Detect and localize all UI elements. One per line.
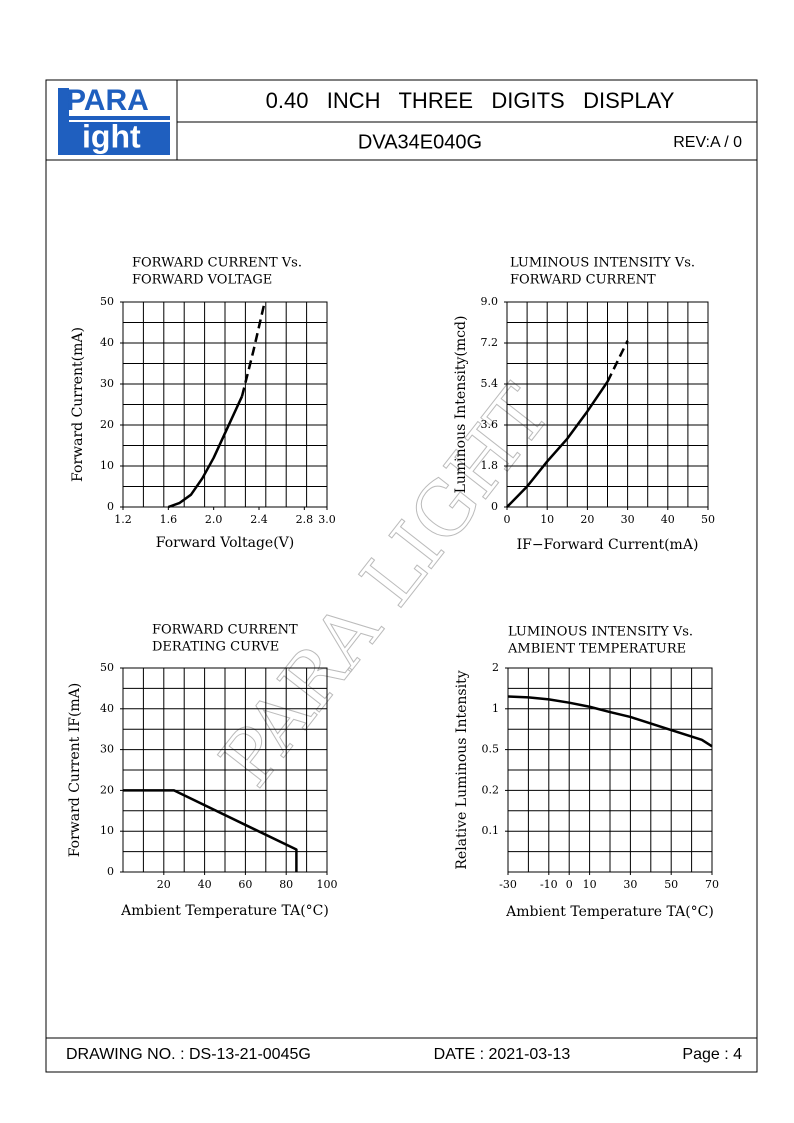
chart-title: LUMINOUS INTENSITY Vs. [510, 256, 695, 271]
x-tick-label: 30 [623, 878, 637, 891]
y-tick-label: 0 [107, 865, 114, 878]
x-tick-label: 70 [705, 878, 719, 891]
y-tick-label: 0.2 [482, 783, 500, 796]
doc-title: 0.40 INCH THREE DIGITS DISPLAY [266, 88, 675, 113]
x-tick-label: -10 [540, 878, 558, 891]
curve [240, 301, 266, 397]
y-tick-label: 50 [100, 661, 114, 674]
y-tick-label: 9.0 [481, 295, 499, 308]
x-axis-label: IF−Forward Current(mA) [517, 537, 699, 553]
logo-rule [69, 116, 170, 120]
y-axis-label: Forward Current IF(mA) [67, 683, 83, 858]
drawing-number: DRAWING NO. : DS-13-21-0045G [66, 1046, 311, 1063]
chart-title: LUMINOUS INTENSITY Vs. [508, 625, 693, 640]
chart-title: FORWARD VOLTAGE [132, 273, 272, 288]
y-axis-label: Luminous Intensity(mcd) [453, 316, 469, 494]
y-tick-label: 30 [100, 743, 114, 756]
curve [507, 695, 713, 748]
x-tick-label: 30 [621, 513, 635, 526]
y-tick-label: 20 [100, 783, 114, 796]
curve [606, 340, 629, 383]
date: DATE : 2021-03-13 [434, 1046, 571, 1063]
chart-title: FORWARD CURRENT [152, 623, 298, 638]
logo-text: PARA [66, 84, 149, 117]
y-tick-label: 40 [100, 336, 114, 349]
x-tick-label: 100 [317, 878, 338, 891]
x-tick-label: 3.0 [318, 513, 336, 526]
x-axis-label: Forward Voltage(V) [156, 535, 295, 551]
x-tick-label: 20 [157, 878, 171, 891]
x-axis-label: Ambient Temperature TA(°C) [120, 903, 329, 919]
x-tick-label: 2.8 [296, 513, 314, 526]
y-axis-label: Forward Current(mA) [70, 327, 86, 482]
logo-text: ight [82, 118, 141, 154]
y-tick-label: 0.1 [482, 824, 500, 837]
y-tick-label: 3.6 [481, 418, 499, 431]
curve [506, 381, 609, 508]
y-tick-label: 1.8 [481, 459, 499, 472]
y-tick-label: 50 [100, 295, 114, 308]
x-tick-label: -30 [499, 878, 517, 891]
y-tick-label: 30 [100, 377, 114, 390]
y-tick-label: 1 [492, 702, 499, 715]
x-tick-label: 50 [664, 878, 678, 891]
y-tick-label: 5.4 [481, 377, 499, 390]
curve [123, 789, 298, 872]
x-tick-label: 40 [661, 513, 675, 526]
x-tick-label: 80 [279, 878, 293, 891]
chart-title: AMBIENT TEMPERATURE [507, 642, 686, 657]
y-tick-label: 7.2 [481, 336, 499, 349]
y-tick-label: 20 [100, 418, 114, 431]
x-tick-label: 1.2 [114, 513, 132, 526]
y-tick-label: 10 [100, 459, 114, 472]
curve [167, 395, 244, 509]
page-number: Page : 4 [682, 1046, 742, 1063]
y-tick-label: 0 [107, 500, 114, 513]
x-tick-label: 20 [580, 513, 594, 526]
chart-title: DERATING CURVE [152, 640, 279, 655]
y-tick-label: 0.5 [482, 743, 500, 756]
watermark: PARA LIGHT [204, 371, 568, 803]
x-axis-label: Ambient Temperature TA(°C) [505, 904, 714, 920]
revision: REV:A / 0 [673, 134, 742, 151]
x-tick-label: 0 [504, 513, 511, 526]
chart-title: FORWARD CURRENT [510, 273, 656, 288]
y-axis-label: Relative Luminous Intensity [454, 670, 470, 869]
x-tick-label: 10 [583, 878, 597, 891]
x-tick-label: 1.6 [160, 513, 178, 526]
x-tick-label: 50 [701, 513, 715, 526]
x-tick-label: 10 [540, 513, 554, 526]
x-tick-label: 40 [198, 878, 212, 891]
y-tick-label: 40 [100, 702, 114, 715]
y-tick-label: 10 [100, 824, 114, 837]
logo: PARA ight [58, 84, 170, 155]
x-tick-label: 2.4 [250, 513, 268, 526]
part-number: DVA34E040G [358, 131, 482, 153]
x-tick-label: 60 [238, 878, 252, 891]
logo-band [58, 122, 170, 155]
y-tick-label: 2 [492, 661, 499, 674]
logo-bar [58, 88, 69, 155]
y-tick-label: 0 [491, 500, 498, 513]
chart-title: FORWARD CURRENT Vs. [132, 256, 302, 271]
frame [45, 79, 758, 1073]
x-tick-label: 0 [566, 878, 573, 891]
x-tick-label: 2.0 [205, 513, 223, 526]
